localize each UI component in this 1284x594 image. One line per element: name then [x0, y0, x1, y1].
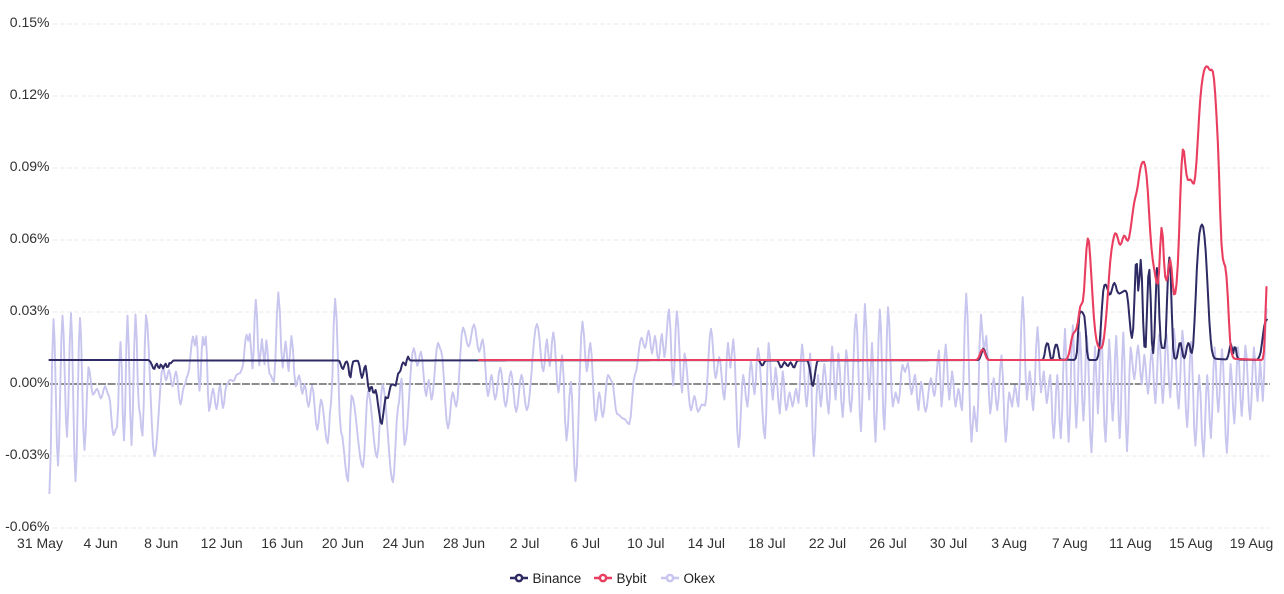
svg-text:19 Aug: 19 Aug — [1230, 535, 1274, 551]
svg-text:Okex: Okex — [684, 571, 716, 586]
svg-text:22 Jul: 22 Jul — [809, 535, 846, 551]
svg-text:15 Aug: 15 Aug — [1169, 535, 1213, 551]
svg-text:14 Jul: 14 Jul — [688, 535, 725, 551]
svg-text:0.00%: 0.00% — [10, 374, 50, 390]
svg-text:Binance: Binance — [533, 571, 582, 586]
svg-text:24 Jun: 24 Jun — [382, 535, 424, 551]
svg-text:16 Jun: 16 Jun — [261, 535, 303, 551]
svg-text:0.12%: 0.12% — [10, 86, 50, 102]
svg-text:0.09%: 0.09% — [10, 158, 50, 174]
svg-text:3 Aug: 3 Aug — [991, 535, 1027, 551]
svg-text:12 Jun: 12 Jun — [201, 535, 243, 551]
svg-text:10 Jul: 10 Jul — [627, 535, 664, 551]
svg-text:18 Jul: 18 Jul — [748, 535, 785, 551]
svg-text:0.03%: 0.03% — [10, 302, 50, 318]
svg-text:-0.06%: -0.06% — [5, 518, 49, 534]
svg-text:20 Jun: 20 Jun — [322, 535, 364, 551]
svg-text:11 Aug: 11 Aug — [1109, 535, 1152, 551]
svg-text:7 Aug: 7 Aug — [1052, 535, 1088, 551]
svg-text:31 May: 31 May — [17, 535, 63, 551]
svg-text:0.15%: 0.15% — [10, 14, 50, 30]
svg-text:-0.03%: -0.03% — [5, 446, 49, 462]
svg-text:8 Jun: 8 Jun — [144, 535, 178, 551]
svg-text:30 Jul: 30 Jul — [930, 535, 967, 551]
svg-text:4 Jun: 4 Jun — [83, 535, 117, 551]
svg-text:6 Jul: 6 Jul — [570, 535, 600, 551]
svg-text:26 Jul: 26 Jul — [869, 535, 906, 551]
svg-text:Bybit: Bybit — [617, 571, 647, 586]
svg-text:28 Jun: 28 Jun — [443, 535, 485, 551]
svg-text:0.06%: 0.06% — [10, 230, 50, 246]
svg-text:2 Jul: 2 Jul — [510, 535, 540, 551]
